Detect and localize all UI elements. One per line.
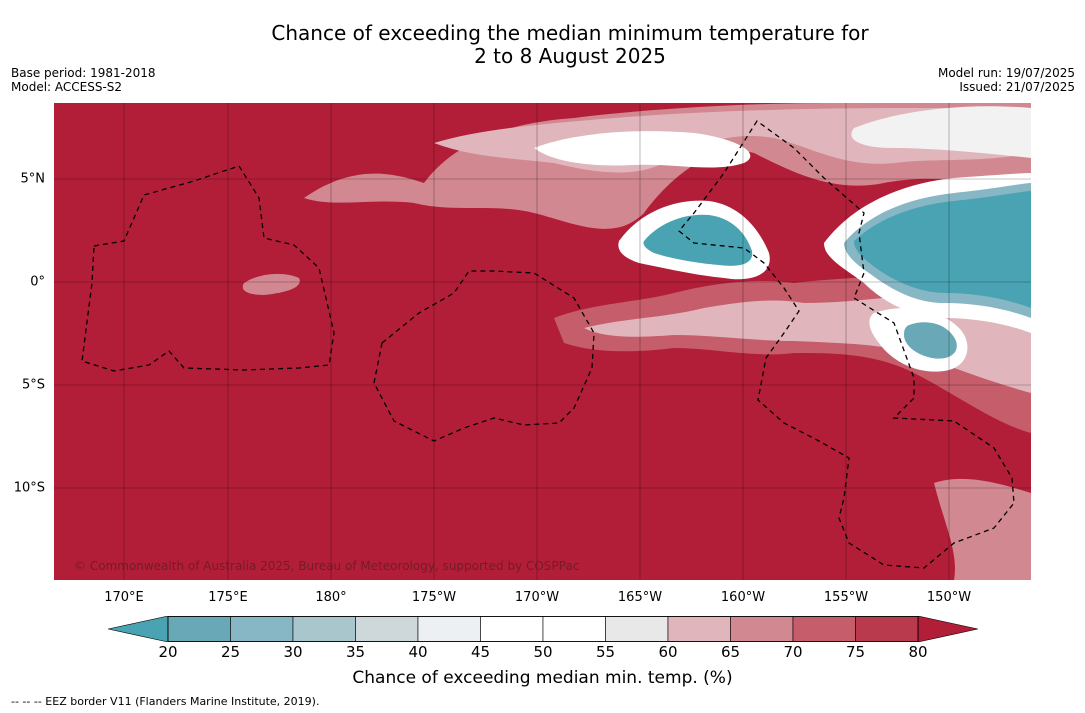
lat-label-10s: 10°S — [13, 480, 45, 496]
lat-label-5n: 5°N — [20, 171, 46, 187]
colorbar-cell — [855, 616, 919, 642]
base-period: Base period: 1981-2018 — [11, 66, 156, 80]
colorbar-tick-label: 55 — [595, 643, 616, 661]
colorbar-cell — [667, 616, 731, 642]
eez-border-central — [373, 270, 595, 442]
model-name: Model: ACCESS-S2 — [11, 80, 123, 94]
eez-borders — [81, 120, 1015, 569]
contour-65-south — [934, 478, 1031, 580]
lon-label-180: 180° — [315, 590, 347, 605]
map-panel: © Commonwealth of Australia 2025, Bureau… — [54, 103, 1031, 580]
contour-20-west — [643, 214, 753, 266]
colorbar-cells — [167, 616, 919, 642]
lon-label-165w: 165°W — [617, 590, 663, 605]
contour-70-west-island — [242, 273, 300, 295]
lon-label-170w: 170°W — [514, 590, 560, 605]
title-line-1: Chance of exceeding the median minimum t… — [271, 21, 869, 45]
colorbar-tick-label: 60 — [658, 643, 678, 661]
lon-label-175e: 175°E — [208, 590, 248, 605]
meta-left: Base period: 1981-2018 Model: ACCESS-S2 — [11, 66, 156, 94]
colorbar-tick-label: 20 — [158, 643, 178, 661]
colorbar-cell — [355, 616, 419, 642]
meta-right: Model run: 19/07/2025 Issued: 21/07/2025 — [938, 66, 1075, 94]
colorbar-tick-label: 25 — [220, 643, 241, 661]
map-svg: © Commonwealth of Australia 2025, Bureau… — [54, 103, 1031, 580]
eez-footnote: -- -- -- EEZ border V11 (Flanders Marine… — [11, 695, 320, 708]
colorbar-cell — [605, 616, 669, 642]
colorbar-label: Chance of exceeding median min. temp. (%… — [352, 668, 733, 688]
issued-date: Issued: 21/07/2025 — [959, 80, 1075, 94]
lat-label-5s: 5°S — [21, 377, 45, 393]
colorbar-tick-label: 65 — [720, 643, 741, 661]
colorbar-tick-label: 30 — [283, 643, 303, 661]
colorbar-under-arrow — [108, 616, 169, 642]
colorbar-cell — [542, 616, 606, 642]
colorbar-cell — [480, 616, 544, 642]
colorbar-cell — [230, 616, 294, 642]
colorbar-tick-label: 50 — [533, 643, 553, 661]
lon-label-155w: 155°W — [823, 590, 869, 605]
colorbar-tick-label: 40 — [408, 643, 428, 661]
contour-30-se — [904, 322, 957, 359]
colorbar-tick-label: 70 — [783, 643, 803, 661]
model-run: Model run: 19/07/2025 — [937, 66, 1075, 80]
colorbar-tick-label: 80 — [908, 643, 928, 661]
title-line-2: 2 to 8 August 2025 — [474, 44, 666, 68]
colorbar-cell — [792, 616, 856, 642]
colorbar-tick-label: 35 — [345, 643, 366, 661]
map-copyright: © Commonwealth of Australia 2025, Bureau… — [74, 559, 579, 573]
colorbar-cell — [417, 616, 481, 642]
colorbar-frame — [167, 616, 919, 642]
colorbar-cell — [292, 616, 356, 642]
colorbar-cell — [730, 616, 794, 642]
chart-title: Chance of exceeding the median minimum t… — [0, 22, 1085, 68]
contour-white-north — [534, 131, 751, 168]
lon-label-160w: 160°W — [720, 590, 766, 605]
graticule — [54, 103, 1031, 580]
eez-border-east — [678, 120, 1015, 569]
colorbar — [108, 616, 978, 642]
eez-border-west — [81, 165, 335, 372]
colorbar-tick-label: 45 — [470, 643, 491, 661]
colorbar-cell — [167, 616, 231, 642]
lat-label-0: 0° — [30, 274, 45, 290]
lon-label-170e: 170°E — [104, 590, 144, 605]
contour-20-east — [854, 191, 1031, 308]
colorbar-tick-label: 75 — [845, 643, 866, 661]
contour-white-ne — [851, 106, 1031, 158]
lon-label-150w: 150°W — [926, 590, 972, 605]
lon-label-175w: 175°W — [411, 590, 457, 605]
colorbar-over-arrow — [917, 616, 978, 642]
